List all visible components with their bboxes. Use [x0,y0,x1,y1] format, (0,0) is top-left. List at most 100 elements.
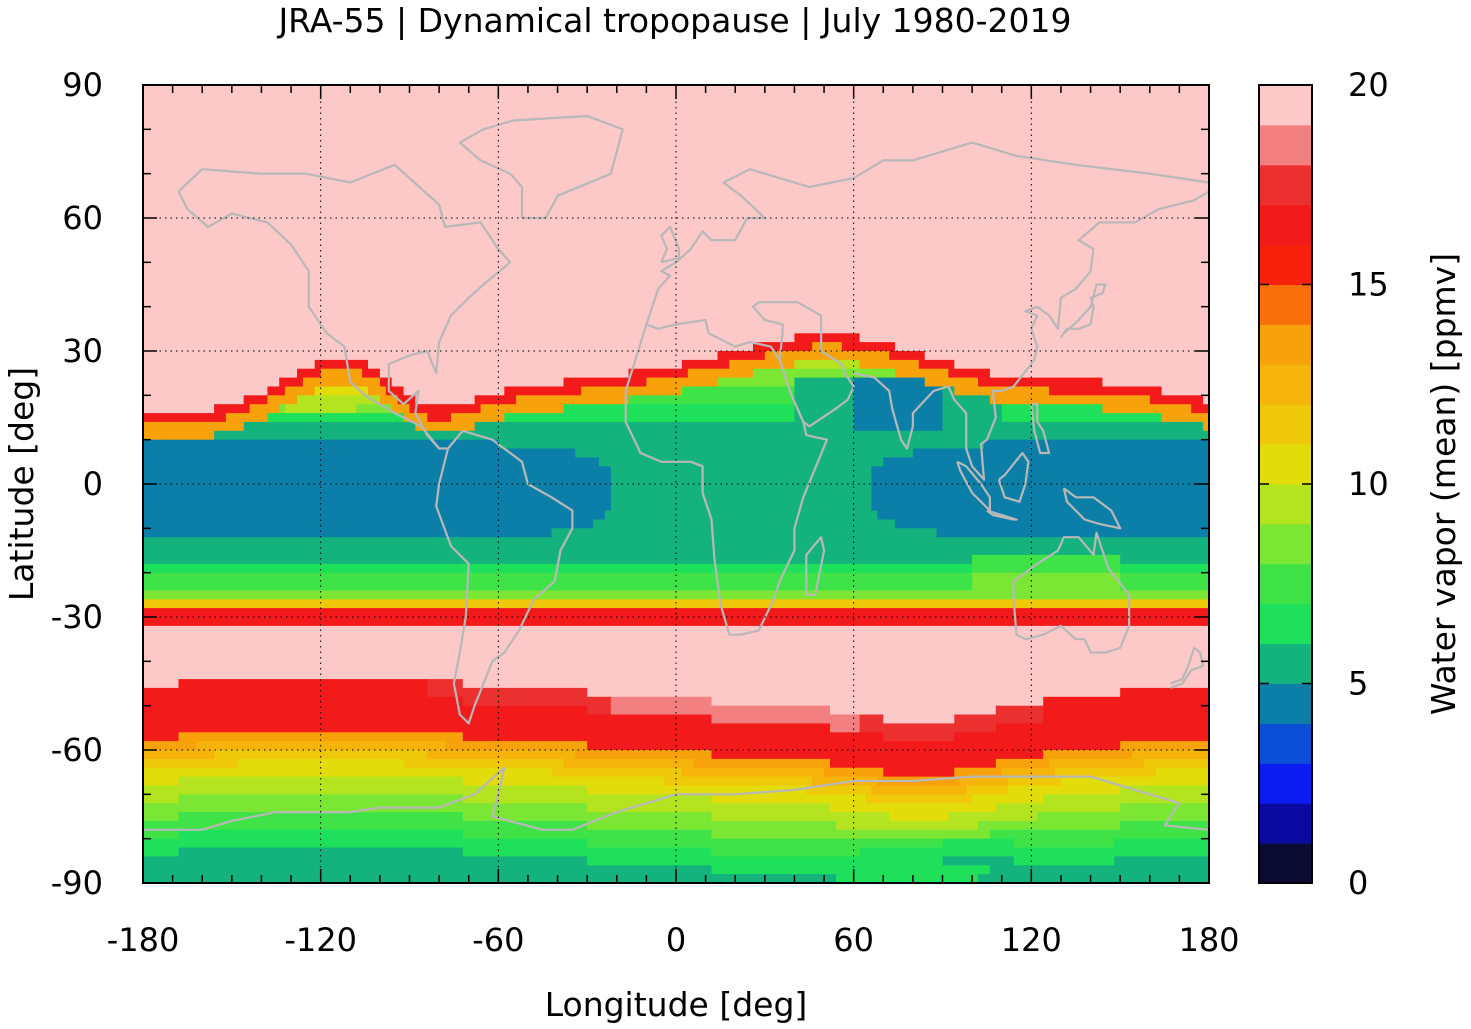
field-cell [711,696,1044,707]
field-cell [1120,572,1209,583]
field-cell [285,386,316,396]
field-cell [143,794,180,804]
field-cell [883,714,955,724]
colorbar [1259,85,1312,884]
field-cell [302,377,381,388]
field-cell [143,643,1209,654]
field-cell [516,395,630,405]
coastline [956,460,991,512]
field-cell [984,439,1209,450]
field-cell [462,829,713,840]
field-cell [794,404,855,414]
field-cell [143,182,1209,192]
field-cell [143,484,612,494]
field-cell [551,528,938,538]
field-cell [368,359,683,370]
field-cell [895,519,1209,529]
field-cell [835,874,979,883]
field-cell [989,829,1209,840]
field-cell [610,705,831,716]
colorbar-level [1259,643,1312,684]
field-cell [462,847,713,857]
field-cell [462,696,612,707]
field-cell [143,333,795,343]
field-cell [948,368,991,379]
field-cell [853,395,944,405]
field-cell [895,342,1209,352]
field-cell [498,439,985,450]
field-cell [178,829,464,840]
field-cell [711,812,890,822]
field-cell [279,377,304,388]
field-cell [942,838,1015,849]
field-cell [143,404,215,414]
field-cell [143,492,612,503]
field-cell [604,510,878,521]
field-cell [924,377,979,388]
field-cell [143,466,612,476]
field-cell [895,368,949,379]
field-cell [794,333,861,343]
field-cell [415,395,476,405]
coastline [458,114,624,220]
colorbar-tick-label: 10 [1348,465,1389,503]
field-cell [143,741,197,751]
field-cell [794,395,855,405]
field-cell [143,439,499,450]
field-cell [563,377,647,388]
field-cell [143,705,588,716]
field-cell [936,528,1209,538]
field-cell [978,820,1121,831]
field-cell [1161,413,1209,423]
field-cell [972,794,1044,804]
field-cell [664,776,813,787]
field-cell [1102,404,1192,414]
field-cell [871,484,1209,494]
field-cell [877,510,1209,521]
field-cell [853,413,944,423]
field-cell [942,413,1003,423]
field-cell [972,563,1121,574]
field-cell [1102,377,1209,388]
field-cell [297,368,322,379]
field-cell [143,696,464,707]
field-cell [806,785,872,795]
coastline [143,766,1209,831]
field-cell [717,351,766,361]
field-cell [1203,395,1209,405]
colorbar-level [1259,244,1312,285]
colorbar-level [1259,404,1312,445]
coastline [751,301,855,428]
field-cell [1043,696,1209,707]
coastline [1030,403,1051,455]
field-cell [628,368,689,379]
field-cell [178,847,464,857]
field-cell [143,342,754,352]
field-cell [143,457,600,467]
field-cell [1114,856,1209,866]
field-cell [403,413,428,423]
colorbar-level [1259,204,1312,246]
field-cell [143,847,180,857]
field-cell [143,874,837,883]
field-cell [1120,554,1209,565]
colorbar-level [1259,124,1312,166]
field-cell [427,679,464,689]
field-cell [1060,776,1209,787]
field-cell [646,377,719,388]
field-cell [995,758,1050,769]
field-cell [143,351,719,361]
field-cell [143,723,831,733]
field-cell [143,368,298,379]
field-cell [1120,687,1209,698]
field-cell [687,368,754,379]
field-cell [143,288,1209,299]
field-cell [942,386,955,396]
field-cell [972,581,1121,591]
field-cell [320,368,363,379]
coastline [435,429,574,725]
field-cell [178,794,464,804]
field-cell [954,732,1209,742]
field-cell [1037,812,1209,822]
field-cell [587,838,944,849]
